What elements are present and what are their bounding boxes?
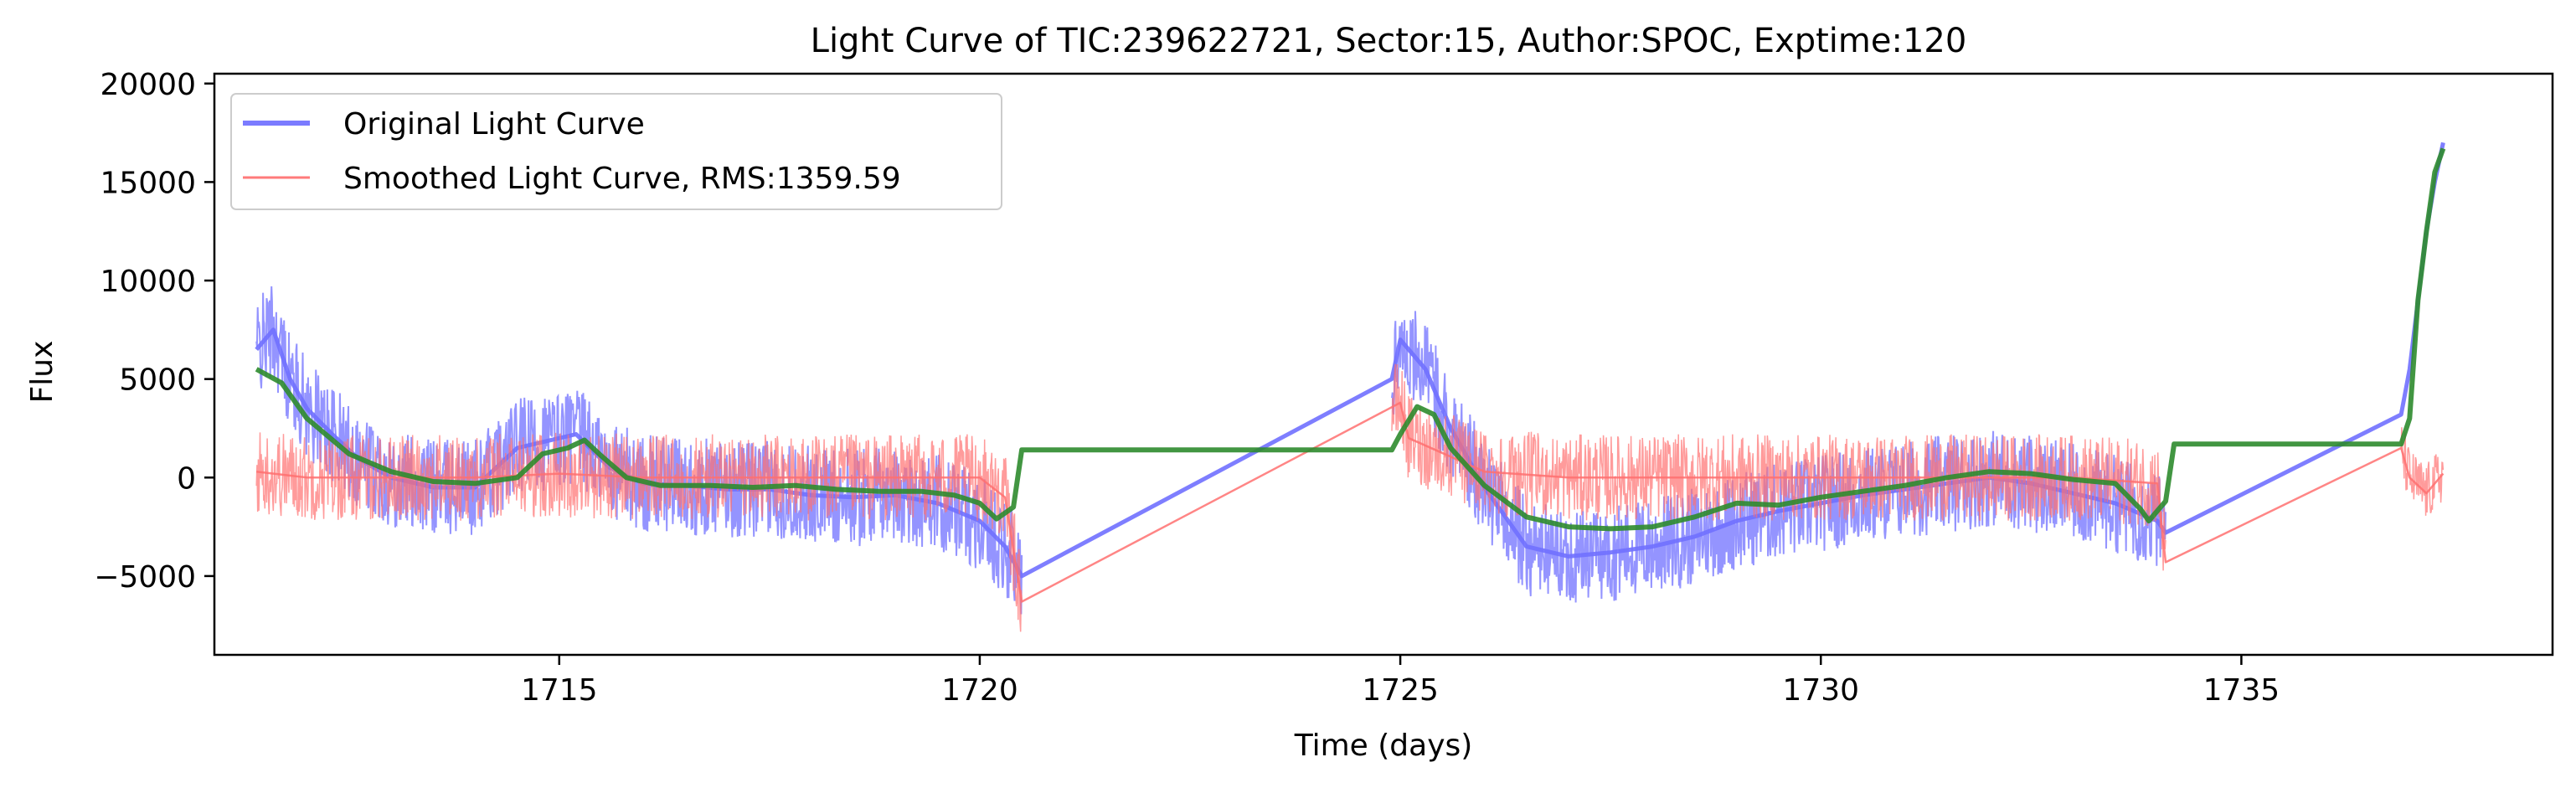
legend: Original Light Curve Smoothed Light Curv… bbox=[230, 93, 1002, 210]
plot-area bbox=[255, 142, 2446, 632]
x-axis: 1715 1720 1725 1730 1735 bbox=[521, 655, 2280, 708]
legend-box bbox=[230, 93, 1002, 210]
series-noise-band bbox=[1391, 363, 2166, 571]
y-tick-label: 10000 bbox=[100, 265, 196, 299]
series-line-2 bbox=[255, 147, 2446, 532]
series-line-1 bbox=[256, 401, 2445, 603]
y-tick-label: 0 bbox=[177, 461, 196, 496]
y-axis-label: Flux bbox=[25, 341, 59, 404]
x-tick-label: 1725 bbox=[1362, 673, 1439, 708]
y-tick-label: 5000 bbox=[119, 363, 196, 398]
x-tick-label: 1735 bbox=[2203, 673, 2280, 708]
legend-label-original: Original Light Curve bbox=[343, 107, 645, 142]
y-tick-label: 20000 bbox=[100, 68, 196, 102]
x-axis-label: Time (days) bbox=[1294, 729, 1473, 763]
chart-title: Light Curve of TIC:239622721, Sector:15,… bbox=[811, 22, 1967, 60]
legend-label-smoothed: Smoothed Light Curve, RMS:1359.59 bbox=[343, 162, 901, 196]
x-tick-label: 1715 bbox=[521, 673, 598, 708]
x-tick-label: 1730 bbox=[1782, 673, 1859, 708]
y-axis: −5000 0 5000 10000 15000 20000 bbox=[94, 68, 214, 595]
axes-frame bbox=[213, 72, 2554, 657]
y-tick-label: −5000 bbox=[94, 560, 196, 595]
series-noise-band bbox=[2400, 427, 2445, 516]
y-tick-label: 15000 bbox=[100, 166, 196, 200]
x-tick-label: 1720 bbox=[941, 673, 1018, 708]
